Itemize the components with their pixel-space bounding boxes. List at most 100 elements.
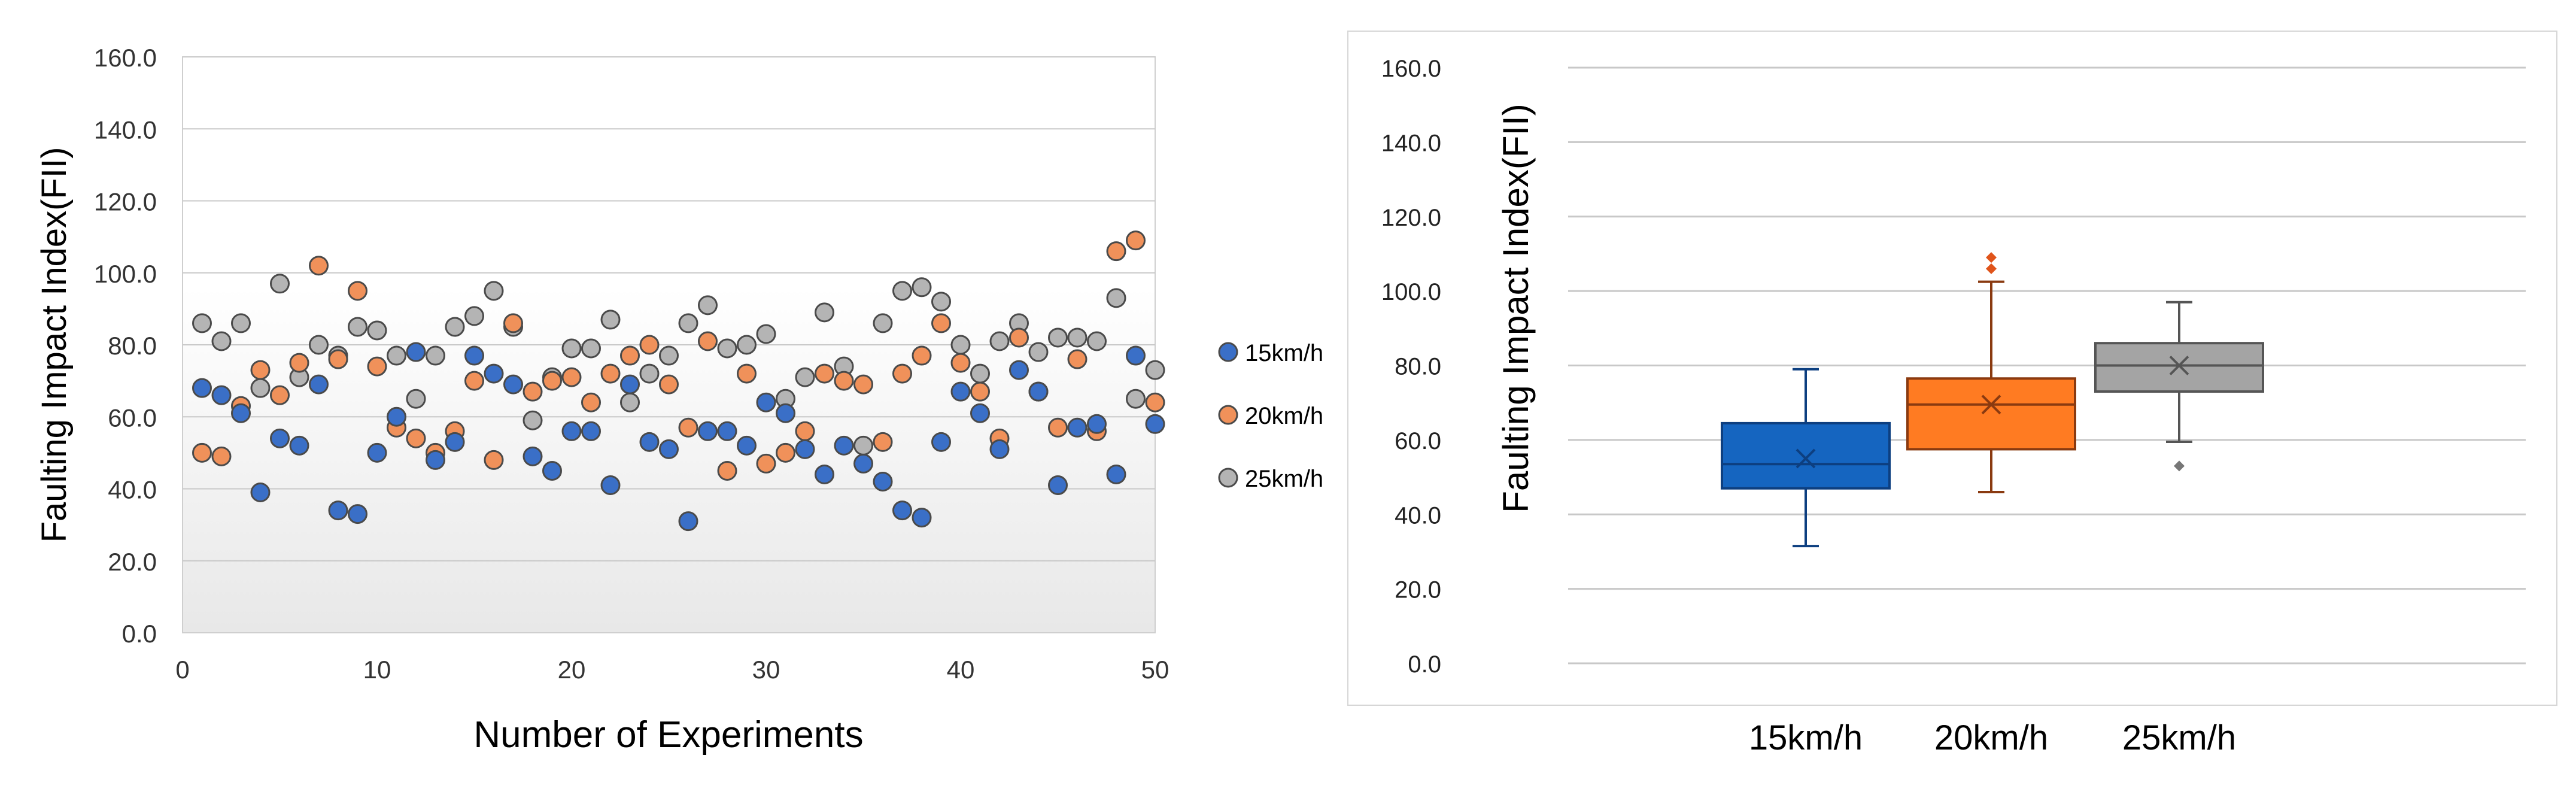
scatter-point <box>1145 414 1165 434</box>
scatter-point <box>737 363 757 384</box>
scatter-point <box>348 317 367 337</box>
scatter-point <box>659 374 679 395</box>
box-y-tick: 60.0 <box>1395 428 1441 454</box>
scatter-point <box>892 500 912 521</box>
scatter-point <box>620 374 640 395</box>
box-category-label: 15km/h <box>1749 718 1863 757</box>
scatter-point <box>795 367 815 387</box>
scatter-x-axis-label: Number of Experiments <box>473 714 863 756</box>
scatter-point <box>853 453 873 474</box>
scatter-point <box>367 356 387 377</box>
scatter-point <box>484 281 504 301</box>
scatter-point <box>698 421 718 441</box>
box-category-labels: 15km/h 20km/h 25km/h <box>1749 718 2236 757</box>
iqr-box <box>1721 421 1891 490</box>
scatter-point <box>542 371 562 391</box>
scatter-point <box>211 385 232 405</box>
box-15km/h <box>1721 368 1891 548</box>
scatter-point <box>989 439 1010 459</box>
scatter-point <box>1028 381 1049 402</box>
scatter-point <box>834 371 854 391</box>
scatter-chart: 0.020.040.060.080.0100.0120.0140.0160.0 … <box>35 44 1323 756</box>
scatter-point <box>1106 288 1126 308</box>
scatter-point <box>348 504 367 524</box>
scatter-point <box>231 403 251 423</box>
scatter-point <box>950 335 971 355</box>
scatter-point <box>1087 414 1107 434</box>
scatter-point <box>309 335 329 355</box>
legend-label: 25km/h <box>1245 466 1323 492</box>
box-y-tick: 140.0 <box>1381 130 1441 156</box>
scatter-point <box>1067 327 1087 348</box>
box-y-tick: 80.0 <box>1395 354 1441 380</box>
outlier-point <box>2174 460 2185 472</box>
mean-marker <box>1796 448 1816 469</box>
scatter-point <box>1067 417 1087 438</box>
box-category-label: 25km/h <box>2122 718 2236 757</box>
scatter-point <box>659 439 679 459</box>
scatter-x-tick: 50 <box>1141 656 1169 684</box>
scatter-y-tick: 120.0 <box>94 188 157 216</box>
scatter-point <box>970 403 990 423</box>
scatter-point <box>853 374 873 395</box>
scatter-point <box>464 306 484 326</box>
mean-marker <box>1981 395 2001 415</box>
scatter-point <box>523 446 543 466</box>
scatter-point <box>250 483 271 503</box>
scatter-point <box>950 353 971 373</box>
scatter-point <box>387 345 406 366</box>
scatter-point <box>620 345 640 366</box>
scatter-point <box>309 256 329 276</box>
scatter-point <box>1126 345 1146 366</box>
box-y-tick-labels: 0.0 20.0 40.0 60.0 80.0 100.0 120.0 140.0 160.0 <box>1381 56 1441 678</box>
scatter-point <box>289 435 309 456</box>
scatter-point <box>698 295 718 315</box>
scatter-point <box>873 471 893 491</box>
scatter-point <box>581 392 601 412</box>
scatter-point <box>1048 327 1068 348</box>
scatter-point <box>795 421 815 441</box>
scatter-point <box>1106 241 1126 262</box>
box-y-tick: 160.0 <box>1381 56 1441 82</box>
scatter-point <box>1126 389 1146 409</box>
scatter-point <box>192 442 212 463</box>
scatter-y-tick: 20.0 <box>108 548 157 576</box>
legend-marker-20km/h <box>1218 405 1238 425</box>
outlier-point <box>1986 263 1997 274</box>
scatter-point <box>815 464 834 484</box>
scatter-point <box>620 392 640 412</box>
scatter-point <box>367 320 387 341</box>
scatter-y-axis-label: Faulting Impact Index(FII) <box>35 147 74 543</box>
box-y-tick: 100.0 <box>1381 279 1441 305</box>
scatter-point <box>1048 475 1068 495</box>
scatter-x-tick: 0 <box>175 656 189 684</box>
scatter-point <box>912 277 932 298</box>
scatter-y-tick: 160.0 <box>94 44 157 72</box>
scatter-point <box>1087 331 1107 351</box>
scatter-point <box>250 378 271 398</box>
scatter-point <box>931 292 951 312</box>
scatter-point <box>581 421 601 441</box>
scatter-point <box>717 338 737 359</box>
scatter-x-tick: 10 <box>363 656 391 684</box>
scatter-point <box>776 403 795 423</box>
scatter-y-tick: 40.0 <box>108 476 157 504</box>
scatter-point <box>639 363 660 384</box>
mean-marker <box>2169 356 2189 375</box>
scatter-point <box>950 381 971 402</box>
scatter-point <box>678 313 698 333</box>
scatter-point <box>600 363 621 384</box>
scatter-point <box>561 367 582 387</box>
scatter-point <box>250 360 271 380</box>
scatter-point <box>873 313 893 333</box>
scatter-points <box>192 230 1165 532</box>
scatter-point <box>717 460 737 481</box>
scatter-point <box>756 392 776 412</box>
scatter-point <box>1145 360 1165 380</box>
scatter-point <box>581 338 601 359</box>
scatter-point <box>931 313 951 333</box>
scatter-point <box>211 331 232 351</box>
scatter-point <box>211 446 232 466</box>
scatter-point <box>678 417 698 438</box>
scatter-point <box>931 432 951 452</box>
